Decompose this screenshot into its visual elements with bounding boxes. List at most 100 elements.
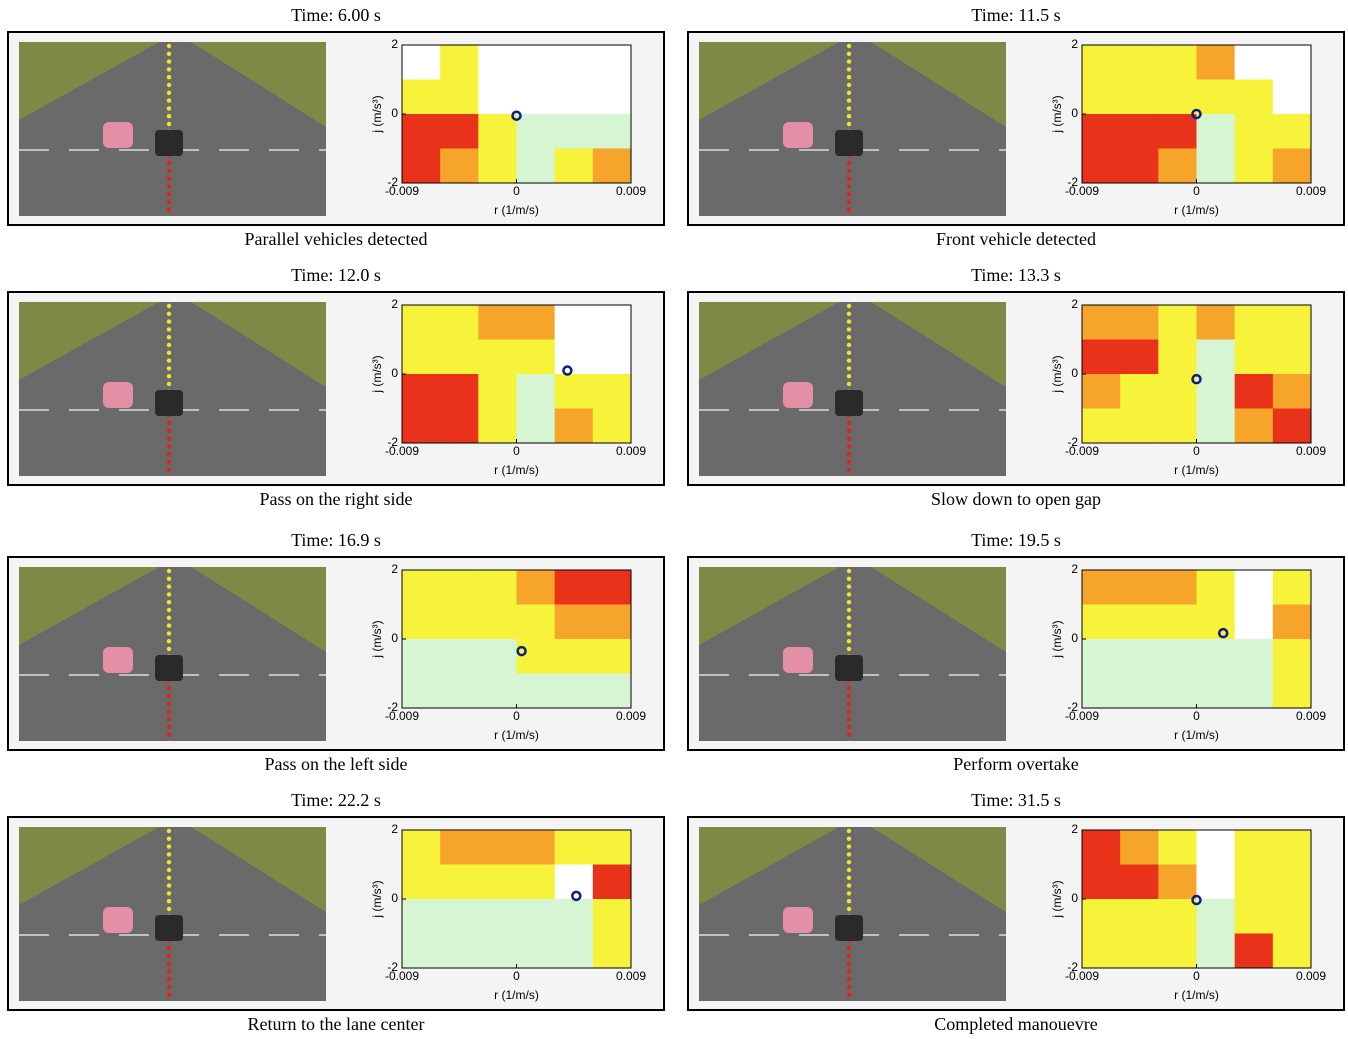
heatmap-cell — [1120, 933, 1159, 969]
path-dot — [846, 701, 852, 706]
panel-caption: Front vehicle detected — [936, 229, 1096, 249]
path-dot — [846, 732, 852, 737]
heatmap-cell — [1158, 339, 1197, 375]
x-tick-label: 0 — [1193, 444, 1200, 458]
heatmap-cell — [440, 933, 479, 969]
ego-car — [155, 390, 183, 416]
heatmap-cell — [554, 114, 594, 149]
x-axis-label: r (1/m/s) — [494, 728, 539, 742]
heatmap-cell — [1196, 79, 1236, 115]
road — [19, 42, 326, 216]
path-dot — [166, 82, 172, 88]
simulation-view — [699, 567, 1006, 741]
ego-car — [835, 655, 863, 681]
state-marker — [1191, 894, 1202, 906]
heatmap-cell — [1120, 339, 1159, 375]
y-tick-label: 2 — [391, 37, 398, 51]
heatmap-cell — [440, 305, 479, 340]
heatmap-cell — [1272, 114, 1312, 149]
heatmap-cell — [1272, 408, 1312, 444]
heatmap-cell — [554, 830, 594, 865]
simulation-view — [699, 827, 1006, 1001]
panel-caption: Parallel vehicles detected — [245, 229, 428, 249]
path-dot — [166, 436, 172, 441]
path-dot — [166, 67, 172, 72]
path-dot — [846, 977, 852, 982]
heatmap-cell — [1158, 899, 1197, 934]
path-dot — [166, 199, 172, 205]
heatmap-cell — [1196, 45, 1236, 80]
path-dot — [846, 114, 852, 119]
path-dot — [166, 867, 172, 873]
heatmap-cell — [516, 305, 556, 340]
x-tick-label: -0.009 — [1065, 969, 1099, 983]
heatmap-cell — [516, 933, 556, 969]
path-dot — [166, 366, 172, 371]
heatmap-cell — [402, 570, 441, 605]
path-dot — [846, 121, 852, 127]
heatmap-cell — [516, 339, 556, 375]
state-marker — [511, 110, 522, 121]
heatmap-cell — [592, 830, 632, 865]
heatmap-cell — [440, 339, 479, 375]
heatmap-cell — [1082, 374, 1121, 409]
heatmap-cell — [1158, 45, 1197, 80]
y-tick-label: -2 — [387, 435, 398, 449]
path-dot — [166, 828, 172, 834]
ego-car — [155, 655, 183, 681]
path-dot — [846, 67, 852, 72]
panel-title: Time: 11.5 s — [971, 5, 1060, 25]
road — [19, 302, 326, 476]
path-dot — [166, 631, 172, 636]
heatmap-cell — [402, 933, 441, 969]
heatmap-cell — [402, 899, 441, 934]
path-dot — [846, 899, 852, 904]
y-tick-label: 0 — [1071, 631, 1078, 645]
x-tick-label: 0.009 — [616, 184, 646, 198]
heatmap-cell — [1272, 45, 1312, 80]
path-dot — [166, 459, 172, 465]
path-dot — [846, 584, 852, 589]
path-dot — [166, 875, 172, 880]
heatmap-cell — [478, 673, 517, 709]
heatmap-cell — [478, 339, 517, 375]
heatmap-cell — [554, 79, 594, 115]
heatmap-cell — [1234, 899, 1274, 934]
panel-title: Time: 6.00 s — [291, 5, 381, 25]
y-axis-label: j (m/s³) — [1050, 880, 1064, 918]
other-car — [783, 382, 813, 408]
y-tick-label: 2 — [391, 822, 398, 836]
heatmap-cell — [402, 305, 441, 340]
heatmap-cell — [1082, 899, 1121, 934]
path-dot — [846, 685, 852, 691]
heatmap-cell — [554, 374, 594, 409]
x-tick-label: 0.009 — [616, 444, 646, 458]
heatmap-cell — [478, 148, 517, 184]
path-dot — [166, 335, 172, 340]
y-tick-label: 0 — [1071, 366, 1078, 380]
path-dot — [846, 350, 852, 355]
y-axis-label: j (m/s³) — [370, 880, 384, 918]
panel-title: Time: 13.3 s — [971, 265, 1061, 285]
heatmap-cell — [1196, 305, 1236, 340]
path-dot — [166, 51, 172, 56]
panel-title: Time: 12.0 s — [291, 265, 381, 285]
heatmap-cell — [1158, 933, 1197, 969]
ego-car — [835, 130, 863, 156]
heatmap-cell — [1120, 639, 1159, 674]
heatmap-cell — [592, 604, 632, 640]
heatmap-cell — [1234, 148, 1274, 184]
path-dot — [846, 319, 852, 324]
path-dot — [846, 860, 852, 865]
x-tick-label: 0 — [513, 709, 520, 723]
heatmap-cell — [1196, 114, 1236, 149]
x-tick-label: 0 — [513, 444, 520, 458]
path-dot — [846, 381, 852, 387]
heatmap-cell — [1120, 408, 1159, 444]
y-tick-label: 2 — [1071, 297, 1078, 311]
heatmap-cell — [1082, 339, 1121, 375]
heatmap-cell — [1196, 148, 1236, 184]
heatmap-cell — [554, 604, 594, 640]
path-dot — [166, 192, 172, 197]
